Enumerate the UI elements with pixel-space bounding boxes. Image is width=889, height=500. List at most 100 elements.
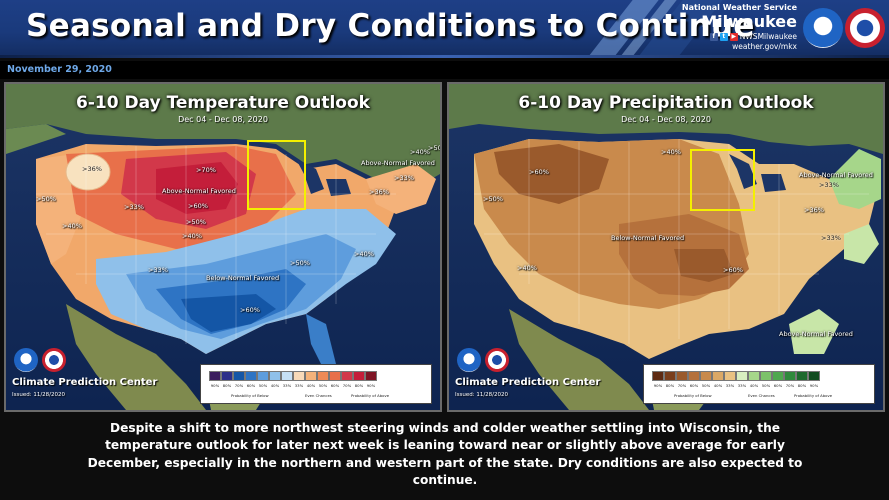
legend-tick-label: 33% <box>737 383 747 388</box>
wisconsin-highlight-box <box>690 149 755 211</box>
legend-tick-label: 50% <box>761 383 771 388</box>
twitter-icon[interactable]: t <box>719 33 728 41</box>
precipitation-legend: 90% 80% 70% 60% 50% 40% 33% 33% 40% 50% 60% 70% 80% 9… <box>643 364 875 404</box>
temperature-map-graphic <box>6 84 440 410</box>
legend-swatches <box>209 371 377 381</box>
legend-swatch <box>772 371 784 381</box>
source-label: Climate Prediction Center <box>12 377 158 388</box>
legend-tick-label: 80% <box>665 383 675 388</box>
map-label: >40% <box>182 232 202 240</box>
legend-swatch <box>784 371 796 381</box>
map-label: >50% <box>36 195 56 203</box>
date-bar: November 29, 2020 <box>0 61 889 79</box>
legend-tick-label: 70% <box>785 383 795 388</box>
legend-swatch <box>688 371 700 381</box>
source-label: Climate Prediction Center <box>455 377 601 388</box>
agency-name: National Weather Service <box>681 3 797 12</box>
map-label: Below-Normal Favored <box>206 274 280 282</box>
office-website[interactable]: weather.gov/mkx <box>732 42 797 51</box>
summary-text: Despite a shift to more northwest steeri… <box>87 421 803 487</box>
legend-tick-label: 90% <box>809 383 819 388</box>
temperature-outlook-map: 6-10 Day Temperature Outlook Dec 04 - De… <box>4 82 442 412</box>
precipitation-map-graphic <box>449 84 883 410</box>
legend-swatch <box>652 371 664 381</box>
map-label: >40% <box>410 148 430 156</box>
nws-logo-icon <box>845 8 885 48</box>
legend-tick-label: 60% <box>689 383 699 388</box>
legend-tick-label: 50% <box>701 383 711 388</box>
legend-tick-label: 40% <box>749 383 759 388</box>
legend-swatch <box>712 371 724 381</box>
legend-swatch <box>664 371 676 381</box>
map-label: >33% <box>148 266 168 274</box>
temperature-panel-title: 6-10 Day Temperature Outlook <box>76 93 370 113</box>
legend-swatch <box>796 371 808 381</box>
map-label: Above-Normal Favored <box>779 330 853 338</box>
legend-tick-label: 40% <box>270 383 280 388</box>
noaa-logo-icon <box>803 8 843 48</box>
legend-swatch <box>760 371 772 381</box>
legend-swatch <box>365 371 377 381</box>
legend-swatch <box>257 371 269 381</box>
legend-swatch <box>748 371 760 381</box>
legend-swatch <box>269 371 281 381</box>
legend-ticks: 90% 80% 70% 60% 50% 40% 33% 33% 40% 50% 60% 70% 80% 9… <box>209 383 377 388</box>
legend-above-caption: Probability of Above <box>351 393 390 398</box>
issued-date: Issued: 11/28/2020 <box>455 392 509 398</box>
legend-tick-label: 80% <box>797 383 807 388</box>
header-banner: Seasonal and Dry Conditions to Continue … <box>0 0 889 58</box>
legend-swatch <box>341 371 353 381</box>
facebook-icon[interactable]: f <box>709 33 718 41</box>
legend-swatch <box>245 371 257 381</box>
map-label: >60% <box>723 266 743 274</box>
map-label: >50% <box>483 195 503 203</box>
social-handle[interactable]: NWSMilwaukee <box>739 32 797 41</box>
map-label: >60% <box>240 306 260 314</box>
legend-tick-label: 50% <box>258 383 268 388</box>
legend-tick-label: 90% <box>653 383 663 388</box>
legend-tick-label: 60% <box>773 383 783 388</box>
map-label: Above-Normal Favored <box>799 171 873 179</box>
nws-logo-icon <box>42 348 66 372</box>
map-label: >36% <box>369 188 389 196</box>
legend-below-caption: Probability of Below <box>231 393 269 398</box>
legend-tick-label: 60% <box>330 383 340 388</box>
map-label: >40% <box>354 250 374 258</box>
map-label: >33% <box>821 234 841 242</box>
map-label: >36% <box>82 165 102 173</box>
legend-tick-label: 33% <box>294 383 304 388</box>
map-label: >50% <box>186 218 206 226</box>
nws-logo-icon <box>485 348 509 372</box>
youtube-icon[interactable]: ▶ <box>729 33 738 41</box>
map-label: >33% <box>124 203 144 211</box>
map-label: >60% <box>529 168 549 176</box>
legend-tick-label: 70% <box>342 383 352 388</box>
legend-swatch <box>305 371 317 381</box>
map-label: Below-Normal Favored <box>611 234 685 242</box>
office-name: Milwaukee <box>701 12 797 31</box>
legend-below-caption: Probability of Below <box>674 393 712 398</box>
legend-swatch <box>353 371 365 381</box>
map-label: >70% <box>196 166 216 174</box>
office-info: National Weather Service Milwaukee f t ▶… <box>682 3 797 52</box>
legend-swatch <box>808 371 820 381</box>
legend-swatch <box>736 371 748 381</box>
legend-swatch <box>329 371 341 381</box>
page-title: Seasonal and Dry Conditions to Continue <box>26 8 755 44</box>
issued-date: Issued: 11/28/2020 <box>12 392 66 398</box>
legend-tick-label: 70% <box>677 383 687 388</box>
map-label: >36% <box>804 206 824 214</box>
map-label: >33% <box>394 174 414 182</box>
legend-above-caption: Probability of Above <box>794 393 833 398</box>
precipitation-panel-dates: Dec 04 - Dec 08, 2020 <box>621 115 711 124</box>
noaa-logo-icon <box>14 348 38 372</box>
social-handles[interactable]: f t ▶ NWSMilwaukee <box>682 32 797 42</box>
map-label: >60% <box>188 202 208 210</box>
legend-tick-label: 90% <box>366 383 376 388</box>
legend-tick-label: 40% <box>306 383 316 388</box>
legend-tick-label: 50% <box>318 383 328 388</box>
legend-swatch <box>724 371 736 381</box>
legend-swatch <box>233 371 245 381</box>
map-label: >40% <box>661 148 681 156</box>
legend-swatch <box>281 371 293 381</box>
